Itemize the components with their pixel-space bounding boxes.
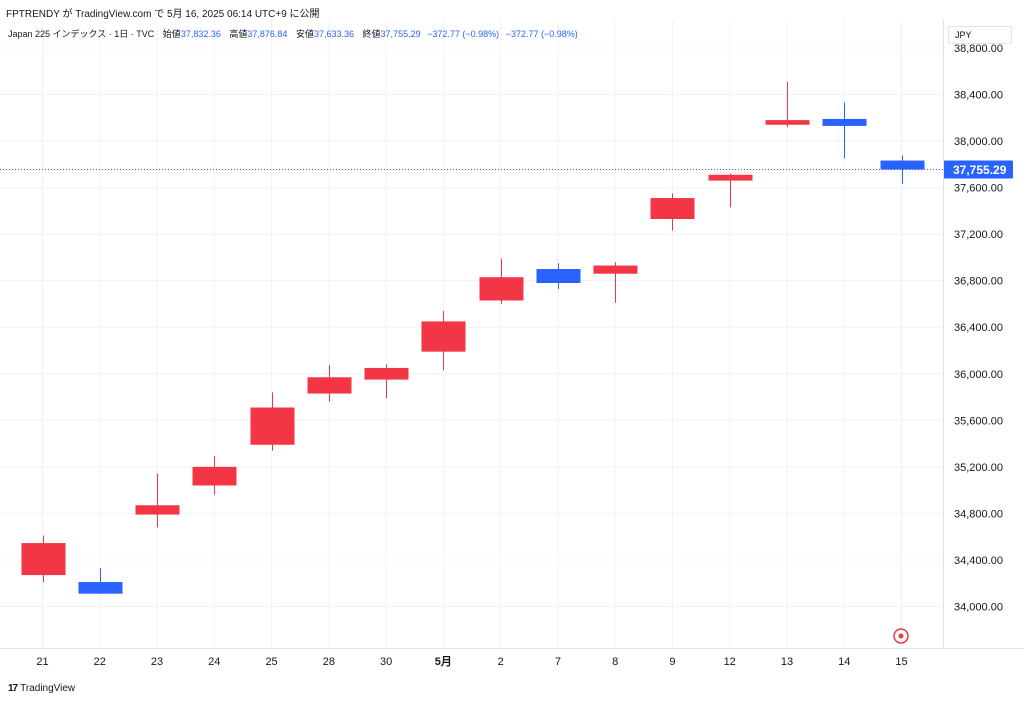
candle[interactable] [765, 81, 810, 128]
candle[interactable] [479, 258, 524, 304]
candle-body [708, 174, 753, 181]
time-tick-label: 22 [94, 656, 106, 668]
candle-body [192, 466, 237, 486]
candle-body [822, 118, 867, 126]
change-value-2: −372.77 (−0.98%) [505, 29, 578, 39]
candle[interactable] [135, 473, 180, 528]
candle-body [479, 277, 524, 301]
candle[interactable] [822, 102, 867, 159]
open-label: 始値 [162, 29, 181, 39]
candle[interactable] [307, 365, 352, 402]
candle[interactable] [21, 535, 66, 583]
close-value: 37,755.29 [380, 29, 421, 39]
candle-body [78, 582, 123, 594]
price-tag-label: 37,755.29 [953, 163, 1007, 177]
time-tick-label: 13 [781, 656, 793, 668]
candle[interactable] [78, 568, 123, 594]
candle-body [21, 543, 66, 576]
time-tick-label: 30 [380, 656, 392, 668]
currency-button[interactable]: JPY [948, 26, 1012, 44]
time-tick-label: 21 [36, 656, 48, 668]
candle[interactable] [880, 155, 925, 184]
price-tick-label: 38,800.00 [954, 43, 1003, 55]
candle-body [421, 321, 466, 352]
candle[interactable] [593, 262, 638, 303]
time-axis[interactable]: 21 22 23 24 25 28 30 5月 2 7 8 9 12 13 14 15 [36, 655, 907, 668]
publish-header: FPTRENDY が TradingView.com で 5月 16, 2025… [0, 0, 1024, 24]
price-tick-label: 34,800.00 [954, 508, 1003, 520]
candle[interactable] [536, 263, 581, 289]
price-tick-label: 37,200.00 [954, 229, 1003, 241]
candles[interactable] [21, 81, 925, 594]
close-label: 終値 [362, 29, 381, 39]
high-value: 37,876.84 [247, 29, 288, 39]
candle[interactable] [708, 173, 753, 208]
time-tick-label: 5月 [435, 655, 452, 668]
time-tick-label: 8 [612, 656, 618, 668]
price-tick-label: 35,600.00 [954, 415, 1003, 427]
price-tick-label: 37,600.00 [954, 183, 1003, 195]
low-value: 37,633.36 [313, 29, 355, 39]
time-tick-label: 15 [895, 656, 907, 668]
candle[interactable] [650, 193, 695, 231]
symbol-name[interactable]: Japan 225 インデックス · 1日 · TVC [8, 29, 155, 39]
candle-body [765, 120, 810, 125]
time-tick-label: 25 [265, 656, 277, 668]
price-tick-label: 38,000.00 [954, 136, 1003, 148]
candle-body [593, 265, 638, 274]
candle-body [307, 377, 352, 394]
price-tick-label: 38,400.00 [954, 90, 1003, 102]
time-tick-label: 14 [838, 656, 850, 668]
candle-body [135, 505, 180, 515]
candle-body [250, 407, 295, 445]
tradingview-brand[interactable]: 17 TradingView [8, 683, 75, 694]
time-tick-label: 2 [498, 656, 504, 668]
price-tick-label: 34,400.00 [954, 555, 1003, 567]
price-tick-label: 36,000.00 [954, 369, 1003, 381]
time-tick-label: 7 [555, 656, 561, 668]
price-tick-label: 34,000.00 [954, 602, 1003, 614]
time-tick-label: 23 [151, 656, 163, 668]
time-tick-label: 24 [208, 656, 220, 668]
low-label: 安値 [295, 29, 314, 39]
price-tick-label: 35,200.00 [954, 462, 1003, 474]
time-tick-label: 9 [669, 656, 675, 668]
ohlc-legend: Japan 225 インデックス · 1日 · TVC 始値37,832.36 … [8, 27, 578, 40]
candle-body [880, 160, 925, 170]
time-tick-label: 12 [724, 656, 736, 668]
price-axis[interactable]: 34,000.00 34,400.00 34,800.00 35,200.00 35,6… [954, 43, 1003, 614]
price-tick-label: 36,800.00 [954, 276, 1003, 288]
candle-body [364, 367, 409, 380]
change-value: −372.77 (−0.98%) [427, 29, 500, 39]
time-tick-label: 28 [323, 656, 335, 668]
candle-body [650, 198, 695, 220]
live-indicator-icon[interactable] [893, 628, 909, 644]
brand-name: TradingView [20, 683, 76, 694]
price-tick-label: 36,400.00 [954, 322, 1003, 334]
candle[interactable] [364, 364, 409, 399]
candle[interactable] [421, 310, 466, 371]
candle[interactable] [192, 456, 237, 495]
candle-body [536, 269, 581, 284]
candle[interactable] [250, 392, 295, 451]
open-value: 37,832.36 [180, 29, 221, 39]
last-price-tag: 37,755.29 [944, 160, 1013, 179]
high-label: 高値 [229, 29, 248, 39]
publisher-line: FPTRENDY が TradingView.com で 5月 16, 2025… [6, 9, 320, 20]
price-tag-bg [944, 160, 1013, 179]
tradingview-logo-icon: 17 [8, 683, 18, 694]
